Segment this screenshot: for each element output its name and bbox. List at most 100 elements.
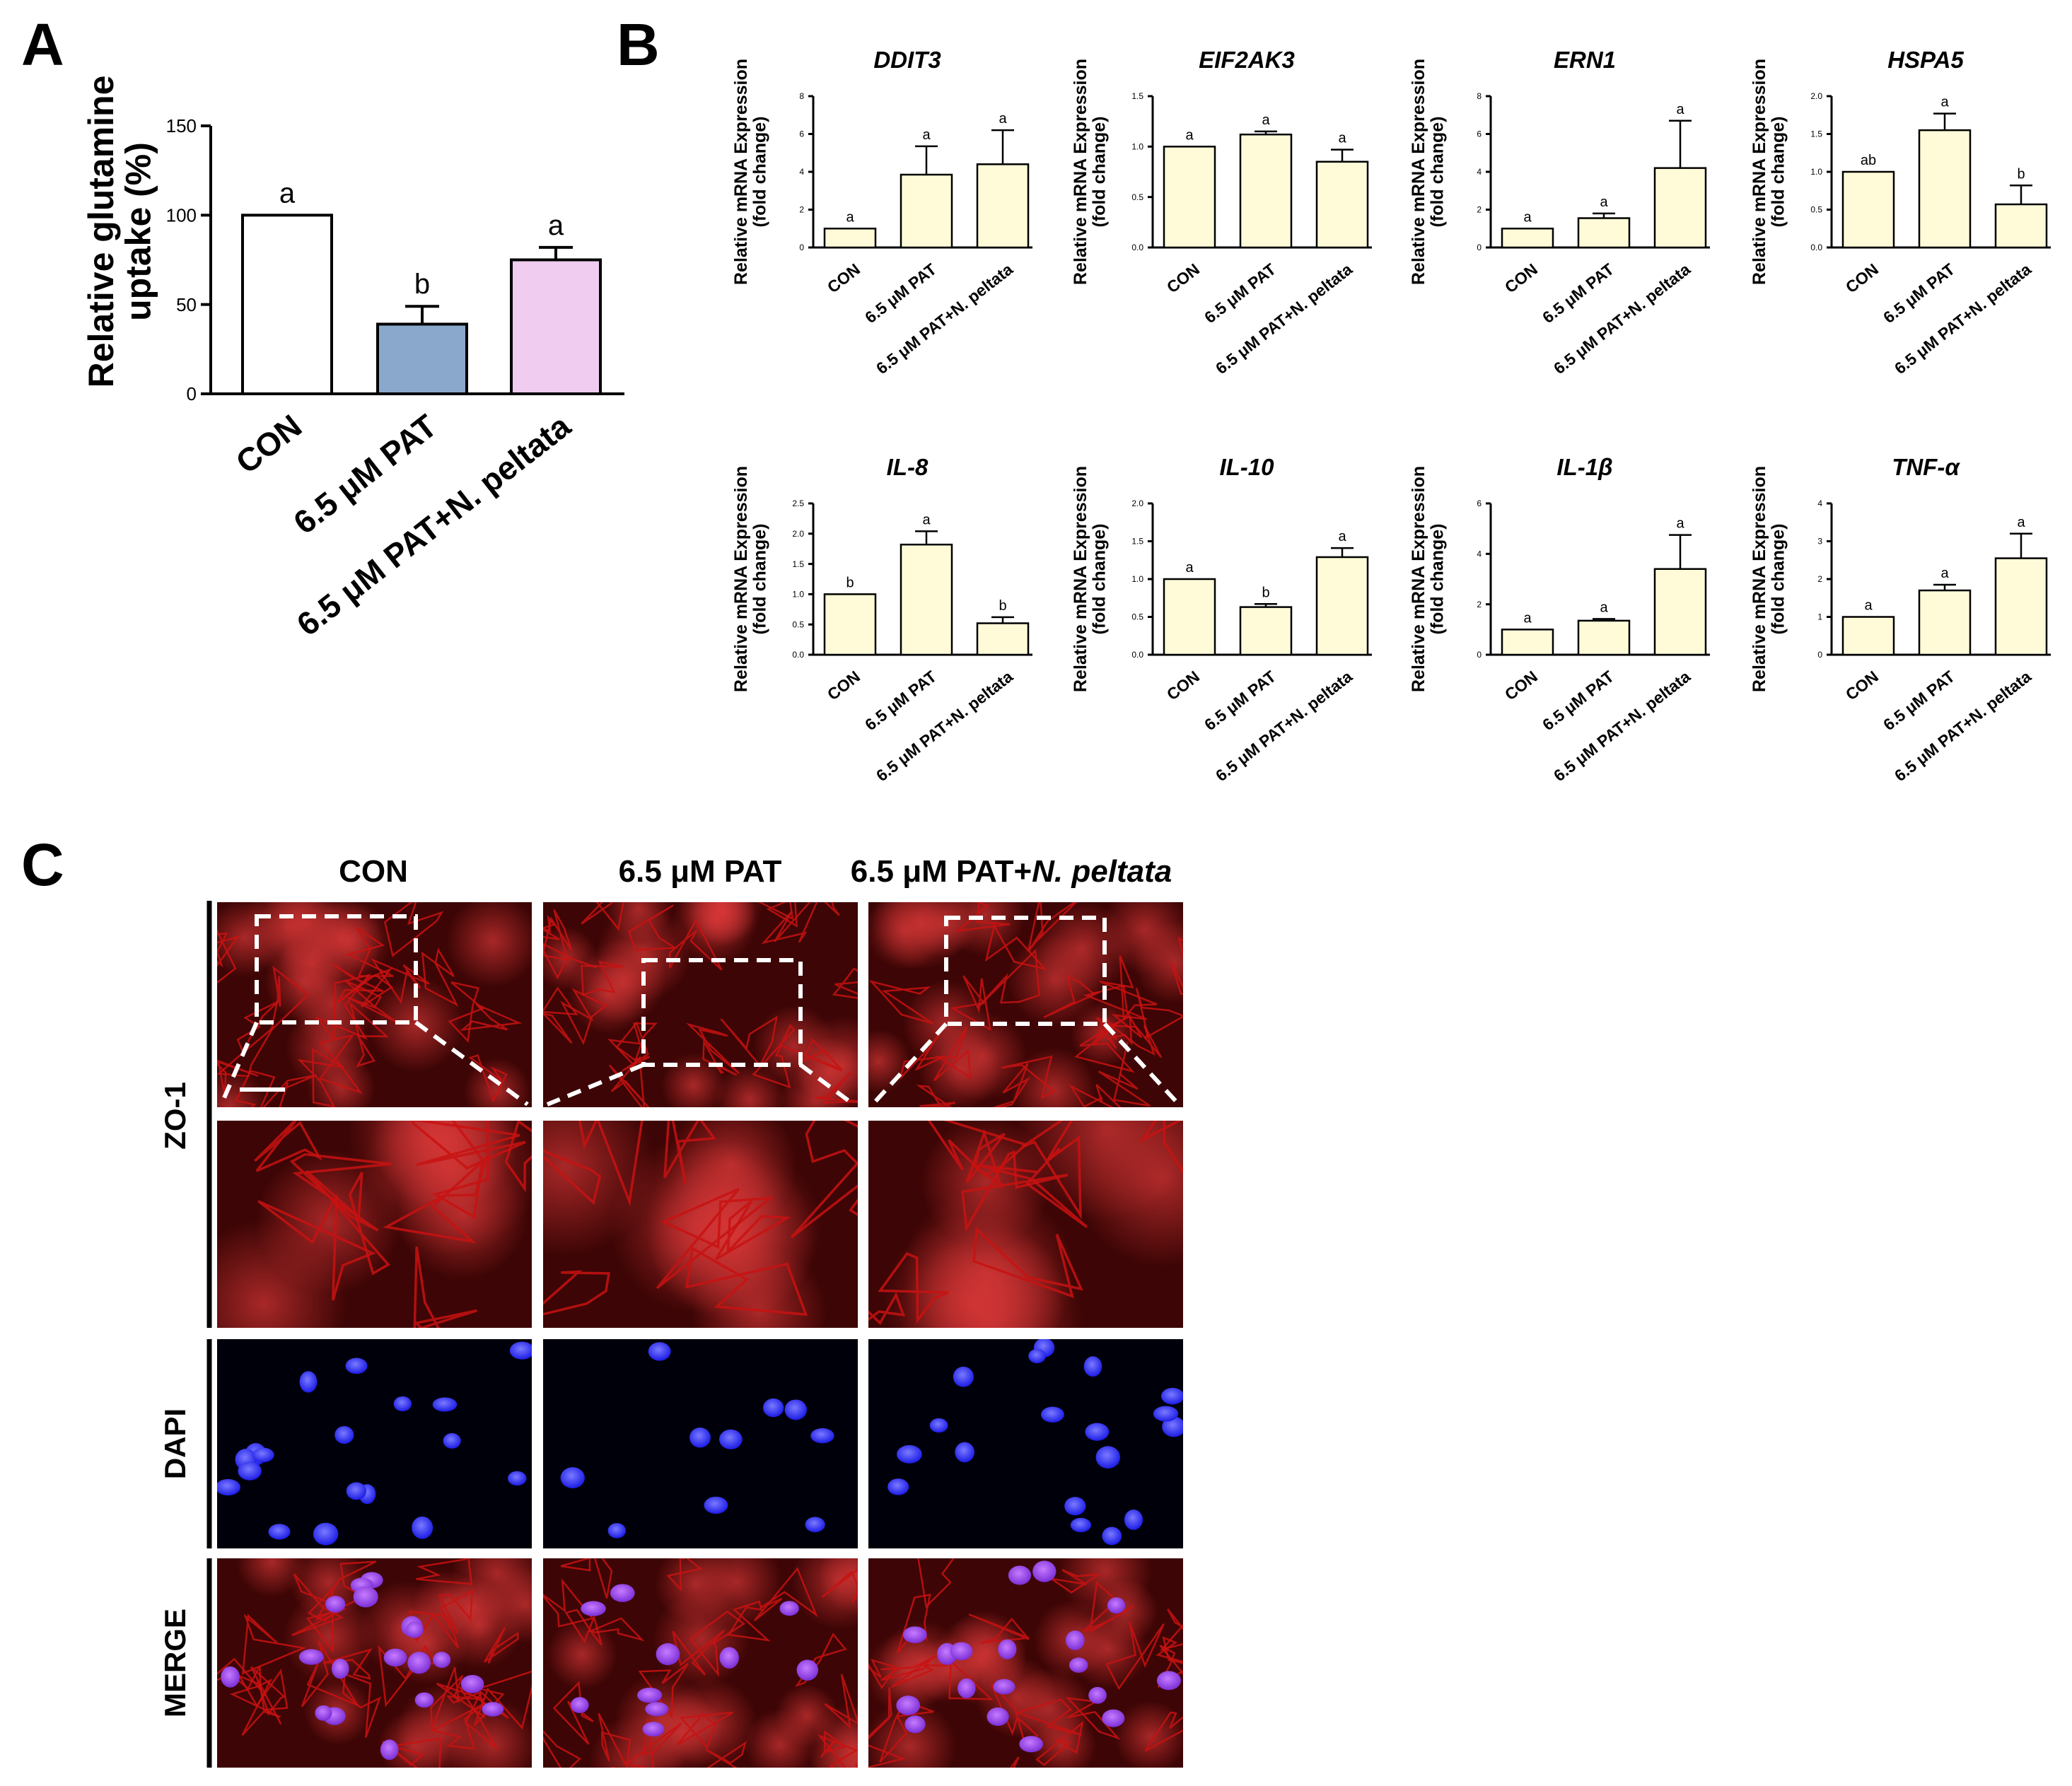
cell-border — [611, 1765, 636, 1768]
y-axis-label-line: (fold change) — [750, 117, 769, 228]
y-tick-label: 0.0 — [1131, 243, 1143, 252]
nucleus — [1102, 1709, 1125, 1727]
significance-letter: a — [1185, 127, 1194, 143]
nucleus — [958, 1678, 976, 1699]
chart-title: IL-1β — [1556, 454, 1612, 480]
cell-border — [868, 1292, 906, 1326]
cell-border — [1035, 1720, 1084, 1766]
nucleus — [443, 1432, 461, 1449]
nucleus — [433, 1652, 451, 1669]
y-tick-label: 0.5 — [1810, 205, 1822, 215]
cell-border — [965, 1128, 1006, 1190]
cell-border — [1099, 955, 1158, 1021]
category-label: CON — [1163, 259, 1203, 296]
nucleus — [509, 1341, 532, 1360]
y-axis-label-line: Relative mRNA Expression — [1409, 59, 1428, 285]
cell-border — [250, 1666, 286, 1725]
cell-border — [1157, 1645, 1183, 1688]
tile-content — [543, 1558, 858, 1768]
nucleus — [1088, 1686, 1107, 1704]
significance-letter: a — [1940, 95, 1949, 110]
significance-letter: a — [1676, 516, 1684, 532]
cell-border — [950, 975, 991, 1032]
bar-6-5-m-pat — [900, 173, 953, 249]
tile-content — [868, 902, 1183, 1107]
nucleus — [953, 1366, 974, 1387]
y-axis-label-line: Relative mRNA Expression — [1071, 59, 1090, 285]
cell-border — [483, 1627, 519, 1664]
significance-letter: a — [548, 210, 564, 241]
tile-dapi-col3 — [868, 1339, 1183, 1548]
bar-6-5-m-pat-n-peltata — [1653, 167, 1707, 249]
bar-con — [241, 214, 333, 396]
cell-border — [409, 1610, 460, 1649]
nucleus — [1032, 1560, 1057, 1582]
y-tick-label: 4 — [1477, 549, 1482, 559]
significance-letter: b — [414, 269, 430, 300]
nucleus — [1019, 1736, 1044, 1753]
cell-border — [820, 1730, 847, 1758]
y-axis-label: Relative mRNA Expression(fold change) — [1750, 59, 1788, 285]
cell-border — [954, 902, 1011, 933]
cell-border — [229, 1678, 281, 1737]
tile-content — [543, 902, 858, 1107]
chart-title: DDIT3 — [873, 47, 941, 73]
y-tick-label: 4 — [1477, 167, 1482, 177]
tile-content — [543, 1339, 858, 1548]
cell-border — [685, 1022, 740, 1075]
bar-6-5-m-pat — [900, 543, 953, 656]
bar-6-5-m-pat-n-peltata — [1315, 556, 1369, 656]
bar-con — [823, 593, 877, 656]
cell-border — [1108, 1025, 1163, 1058]
nucleus — [645, 1702, 669, 1717]
y-tick-label: 8 — [1477, 91, 1482, 101]
cell-border — [794, 1633, 847, 1688]
cell-body — [911, 902, 978, 957]
y-tick-label: 1.5 — [792, 559, 804, 569]
y-axis-label: Relative mRNA Expression(fold change) — [1750, 466, 1788, 692]
y-tick-label: 0 — [1817, 650, 1822, 660]
chart-DDIT3: DDIT3 0 2 4 6 8 Relative mRNA Expression(fold … — [731, 47, 1032, 378]
cell-border — [972, 1226, 1083, 1299]
bar-6-5-m-pat-n-peltata — [1994, 203, 2048, 249]
cell-border — [1082, 1580, 1135, 1634]
cell-border — [254, 1121, 323, 1172]
cell-border — [235, 1070, 276, 1107]
row-label-zo1: ZO-1 — [158, 1082, 192, 1150]
nucleus — [955, 1442, 975, 1463]
category-label: CON — [1501, 259, 1541, 296]
cell-border — [301, 1640, 360, 1708]
cell-border — [824, 902, 840, 916]
cell-border — [543, 1577, 595, 1628]
nucleus — [570, 1697, 589, 1713]
category-label: 6.5 μM PAT+N. peltata — [873, 667, 1016, 785]
y-tick-label: 6 — [799, 129, 804, 139]
cell-border — [297, 1048, 344, 1107]
bar-6-5-m-pat — [1239, 133, 1293, 249]
y-tick-label: 1.5 — [1131, 91, 1143, 101]
bar-con — [823, 228, 877, 249]
category-label: 6.5 μM PAT — [861, 259, 940, 327]
nucleus — [299, 1371, 318, 1393]
category-label: 6.5 μM PAT — [1880, 259, 1958, 327]
cell-border — [543, 1148, 602, 1206]
y-tick-label: 150 — [166, 115, 197, 136]
cell-border — [977, 1147, 1088, 1228]
cell-border — [416, 1558, 473, 1585]
y-axis-label-line: (fold change) — [1427, 117, 1447, 228]
cell-border — [685, 1246, 808, 1317]
nucleus — [1041, 1406, 1064, 1423]
nucleus — [560, 1467, 585, 1488]
chart-title: EIF2AK3 — [1199, 47, 1295, 73]
significance-letter: a — [1676, 102, 1684, 117]
significance-letter: a — [1600, 194, 1608, 210]
cell-border — [383, 1154, 489, 1244]
cell-border — [587, 1617, 645, 1642]
category-label: 6.5 μM PAT — [1539, 259, 1617, 327]
cell-border — [421, 947, 459, 1007]
y-tick-label: 0.5 — [792, 619, 804, 629]
y-tick-label: 2 — [1817, 574, 1822, 584]
y-axis-label-line: Relative mRNA Expression — [1750, 59, 1769, 285]
nucleus — [313, 1522, 339, 1546]
y-axis-label-line: Relative mRNA Expression — [1409, 466, 1428, 692]
